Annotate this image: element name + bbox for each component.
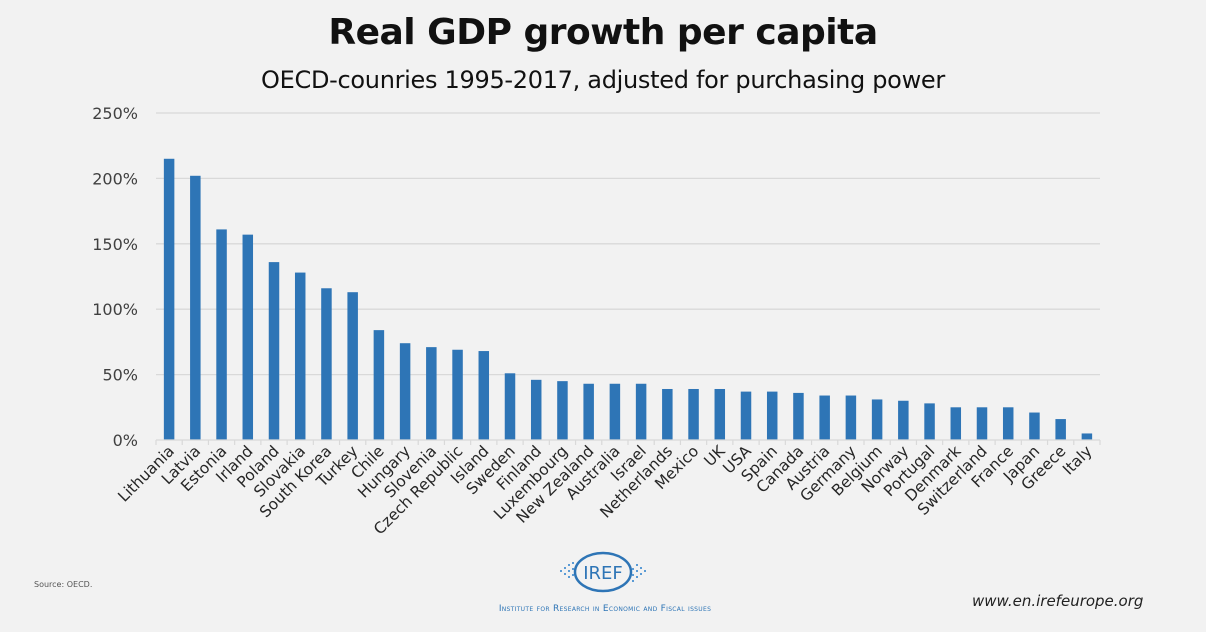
bar-australia — [609, 383, 621, 440]
bar-france — [1002, 407, 1014, 440]
y-tick-label: 150% — [92, 235, 138, 254]
bar-sweden — [504, 373, 516, 440]
bar-mexico — [688, 388, 699, 440]
bar-norway — [898, 400, 909, 440]
bar-germany — [845, 395, 857, 440]
bar-poland — [268, 262, 280, 440]
bar-belgium — [871, 399, 883, 440]
x-axis-labels: LithuaniaLatviaEstoniaIrlandPolandSlovak… — [114, 442, 1095, 539]
bars — [163, 158, 1093, 440]
bar-estonia — [216, 229, 227, 440]
bar-slovakia — [294, 272, 306, 440]
bar-italy — [1081, 433, 1093, 440]
chart-subtitle: OECD-counries 1995-2017, adjusted for pu… — [261, 66, 945, 94]
bar-island — [478, 351, 490, 440]
source-note: Source: OECD. — [34, 580, 93, 589]
bar-hungary — [399, 343, 411, 440]
y-tick-label: 200% — [92, 169, 138, 188]
bar-denmark — [950, 407, 962, 440]
bar-south-korea — [321, 288, 332, 440]
logo-dots — [560, 562, 646, 582]
gridlines — [156, 112, 1100, 376]
logo-text: IREF — [583, 563, 623, 584]
y-axis-ticks: 0% 50% 100% 150% 200% 250% — [92, 104, 138, 450]
bar-luxembourg — [557, 381, 568, 440]
bar-netherlands — [662, 388, 673, 440]
website-link[interactable]: www.en.irefeurope.org — [972, 592, 1144, 610]
logo-ellipse — [573, 551, 633, 593]
bar-greece — [1055, 419, 1066, 440]
bar-turkey — [347, 292, 358, 440]
bar-chart: 0% 50% 100% 150% 200% 250% LithuaniaLatviaEst… — [92, 104, 1101, 539]
iref-logo[interactable]: IREF — [556, 550, 650, 594]
bar-slovenia — [426, 347, 437, 440]
bar-canada — [793, 392, 804, 440]
bar-new-zealand — [583, 383, 594, 440]
bar-switzerland — [976, 407, 988, 440]
bar-czech-republic — [452, 349, 463, 440]
bar-chile — [373, 330, 385, 440]
bar-japan — [1029, 412, 1040, 440]
bar-finland — [530, 379, 542, 440]
y-tick-label: 250% — [92, 104, 138, 123]
institute-name: Institute for Research in Economic and F… — [498, 604, 712, 614]
chart-title: Real GDP growth per capita — [328, 12, 878, 53]
bar-uk — [714, 388, 726, 440]
y-tick-label: 100% — [92, 300, 138, 319]
bar-spain — [766, 391, 778, 440]
y-tick-label: 50% — [102, 366, 138, 385]
bar-lithuania — [163, 158, 175, 440]
bar-austria — [819, 395, 830, 440]
bar-irland — [242, 234, 254, 440]
bar-usa — [740, 391, 752, 440]
bar-portugal — [924, 403, 935, 440]
y-tick-label: 0% — [113, 431, 138, 450]
bar-latvia — [190, 175, 201, 440]
x-tick-label: Italy — [1059, 442, 1096, 479]
x-axis — [155, 439, 1101, 445]
bar-israel — [635, 383, 647, 440]
